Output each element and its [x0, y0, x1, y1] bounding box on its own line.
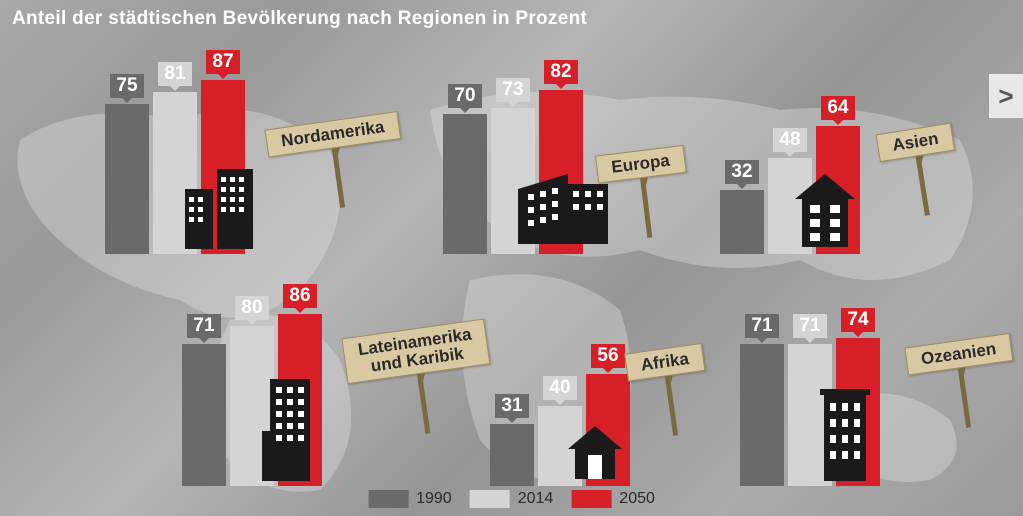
bar-rect: [539, 90, 583, 254]
bar-value-label: 71: [793, 314, 826, 338]
bar-value-label: 56: [591, 344, 624, 368]
bar-rect: [182, 344, 226, 486]
bar-europa-y2014: 73: [491, 78, 535, 254]
bar-europa-y2050: 82: [539, 60, 583, 254]
bar-value-label: 73: [496, 78, 529, 102]
bar-value-label: 74: [841, 308, 874, 332]
bar-afrika-y1990: 31: [490, 394, 534, 486]
bar-rect: [230, 326, 274, 486]
bar-rect: [153, 92, 197, 254]
bar-rect: [490, 424, 534, 486]
legend-swatch-1990: [368, 490, 408, 508]
bar-nordamerika-y1990: 75: [105, 74, 149, 254]
chart-asien: 32 48 64: [720, 92, 860, 254]
bar-nordamerika-y2014: 81: [153, 62, 197, 254]
bar-value-label: 82: [544, 60, 577, 84]
legend-swatch-2050: [571, 490, 611, 508]
bar-value-label: 31: [495, 394, 528, 418]
chart-nordamerika: 75 81 87: [105, 46, 245, 254]
bar-ozeanien-y2050: 74: [836, 308, 880, 486]
bar-value-label: 48: [773, 128, 806, 152]
bar-value-label: 71: [187, 314, 220, 338]
legend-label-1990: 1990: [416, 490, 452, 508]
bar-lateinamerika-y2050: 86: [278, 284, 322, 486]
bar-rect: [278, 314, 322, 486]
bar-nordamerika-y2050: 87: [201, 50, 245, 254]
bar-rect: [105, 104, 149, 254]
bar-rect: [538, 406, 582, 486]
bar-rect: [491, 108, 535, 254]
bar-rect: [201, 80, 245, 254]
legend: 1990 2014 2050: [360, 488, 663, 510]
chevron-right-icon: >: [998, 81, 1013, 112]
page-title: Anteil der städtischen Bevölkerung nach …: [12, 8, 587, 30]
legend-item-2014: 2014: [470, 490, 554, 508]
bar-rect: [740, 344, 784, 486]
bar-asien-y2050: 64: [816, 96, 860, 254]
bar-rect: [586, 374, 630, 486]
bar-value-label: 70: [448, 84, 481, 108]
chart-europa: 70 73 82: [443, 56, 583, 254]
legend-swatch-2014: [470, 490, 510, 508]
bar-asien-y2014: 48: [768, 128, 812, 254]
bar-value-label: 40: [543, 376, 576, 400]
bar-rect: [836, 338, 880, 486]
legend-label-2050: 2050: [619, 490, 655, 508]
bar-rect: [788, 344, 832, 486]
chart-afrika: 31 40 56: [490, 340, 630, 486]
bar-value-label: 71: [745, 314, 778, 338]
bar-europa-y1990: 70: [443, 84, 487, 254]
bar-rect: [768, 158, 812, 254]
next-button[interactable]: >: [989, 74, 1023, 118]
bar-afrika-y2050: 56: [586, 344, 630, 486]
legend-item-2050: 2050: [571, 490, 655, 508]
bar-rect: [720, 190, 764, 254]
bar-value-label: 87: [206, 50, 239, 74]
bar-ozeanien-y1990: 71: [740, 314, 784, 486]
bar-value-label: 81: [158, 62, 191, 86]
bar-value-label: 80: [235, 296, 268, 320]
bar-ozeanien-y2014: 71: [788, 314, 832, 486]
bar-asien-y1990: 32: [720, 160, 764, 254]
legend-label-2014: 2014: [518, 490, 554, 508]
bar-rect: [816, 126, 860, 254]
chart-ozeanien: 71 71 74: [740, 304, 880, 486]
bar-lateinamerika-y2014: 80: [230, 296, 274, 486]
bar-value-label: 64: [821, 96, 854, 120]
chart-lateinamerika: 71 80 86: [182, 280, 322, 486]
bar-value-label: 32: [725, 160, 758, 184]
bar-afrika-y2014: 40: [538, 376, 582, 486]
bar-lateinamerika-y1990: 71: [182, 314, 226, 486]
bar-value-label: 75: [110, 74, 143, 98]
bar-rect: [443, 114, 487, 254]
bar-value-label: 86: [283, 284, 316, 308]
legend-item-1990: 1990: [368, 490, 452, 508]
